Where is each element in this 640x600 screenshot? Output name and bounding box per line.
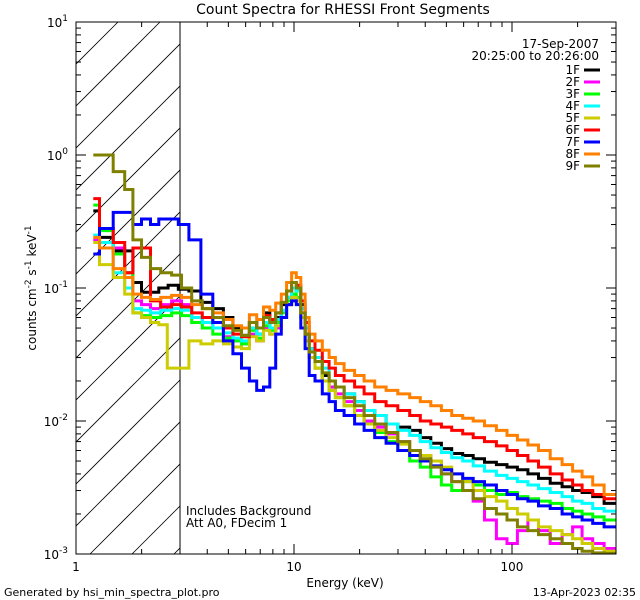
series-9f [93,153,616,554]
footer-timestamp: 13-Apr-2023 02:35 [533,586,636,599]
time-range-label: 20:25:00 to 20:26:00 [472,49,599,63]
hatch-line [384,22,640,554]
y-axis-label: counts cm-2 s-1 keV-1 [24,225,39,350]
y-tick-label: 10-2 [44,413,68,429]
y-tick-label: 10-3 [44,546,68,562]
series-5f [93,241,616,553]
y-tick-label: 10-1 [44,280,68,296]
date-label: 17-Sep-2007 [522,37,599,51]
annotation-background: Includes Background [186,504,311,518]
x-tick-label: 100 [501,560,524,574]
hatch-line [300,22,640,554]
annotation-attenuator: Att A0, FDecim 1 [186,516,287,530]
hatch-line [76,253,181,359]
hatch-line [76,43,181,149]
hatch-line [131,505,181,554]
legend-label: 4F [565,99,580,113]
legend-label: 2F [565,75,580,89]
series-7f [93,210,616,529]
legend-label: 7F [565,135,580,149]
x-tick-label: 1 [72,560,80,574]
y-tick-labels: 101 100 10-1 10-2 10-3 [44,14,69,562]
series-group [93,153,616,554]
legend-label: 3F [565,87,580,101]
hatch-line [342,22,640,554]
legend-label: 8F [565,147,580,161]
legend-label: 6F [565,123,580,137]
x-tick-label: 10 [286,560,301,574]
legend-label: 1F [565,63,580,77]
y-tick-label: 101 [47,14,68,30]
legend-label: 9F [565,159,580,173]
hatch-line [76,379,181,485]
excluded-region-hatch [76,22,640,554]
x-axis-label: Energy (keV) [306,576,383,590]
hatch-line [76,421,181,527]
footer-generator: Generated by hsi_min_spectra_plot.pro [4,586,220,599]
hatch-line [89,463,181,554]
series-6f [93,197,616,501]
hatch-line [76,211,181,317]
x-tick-labels: 1 10 100 [72,560,523,574]
hatch-line [76,337,181,443]
hatch-line [76,295,181,401]
hatch-line [76,85,181,191]
legend-label: 5F [565,111,580,125]
axis-ticks [75,21,617,555]
chart-title: Count Spectra for RHESSI Front Segments [196,2,490,18]
y-tick-label: 100 [47,147,68,163]
